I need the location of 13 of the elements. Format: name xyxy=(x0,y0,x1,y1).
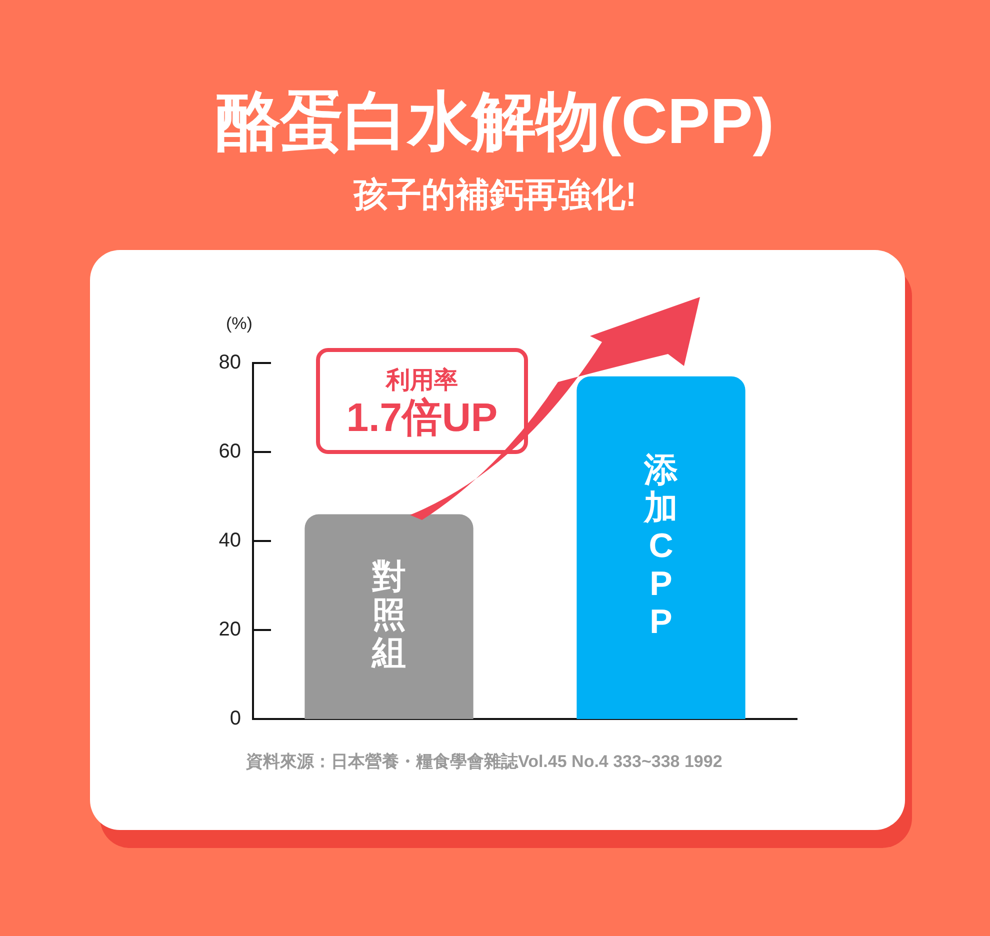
y-tick-label: 0 xyxy=(230,708,241,730)
chart-title: 酪蛋白水解物(CPP) xyxy=(214,84,776,159)
y-tick-label: 80 xyxy=(218,352,241,374)
x-tick-label: 對照組 xyxy=(371,558,406,672)
y-axis-title: (%) xyxy=(226,314,252,334)
y-tick-label: 60 xyxy=(218,440,241,463)
annotation: 1.7倍UP xyxy=(345,396,499,440)
chart-subtitle: 孩子的補鈣再強化! xyxy=(352,175,638,216)
annotation: 利用率 xyxy=(384,366,459,396)
x-tick-label: 添加CPP xyxy=(643,451,678,642)
y-tick-label: 20 xyxy=(218,618,241,641)
y-tick-label: 40 xyxy=(218,530,241,552)
source-note: 資料來源：日本營養・糧食學會雜誌Vol.45 No.4 333~338 1992 xyxy=(246,751,722,773)
